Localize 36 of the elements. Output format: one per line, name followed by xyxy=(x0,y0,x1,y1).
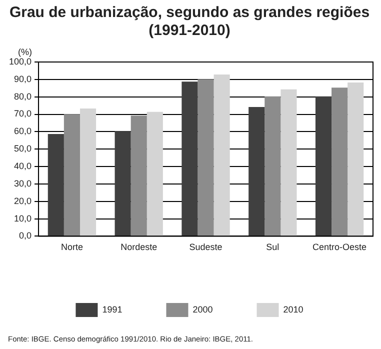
legend-label: 2000 xyxy=(192,304,213,314)
bar xyxy=(264,96,281,236)
y-tick-label: 80,0 xyxy=(14,91,32,102)
bar xyxy=(315,96,332,236)
legend-label: 1991 xyxy=(102,304,122,314)
y-axis-title: (%) xyxy=(18,46,32,57)
x-tick-label: Norte xyxy=(60,242,83,252)
bar xyxy=(48,134,64,236)
y-tick-label: 100,0 xyxy=(8,56,32,66)
bar xyxy=(332,88,348,236)
bar xyxy=(280,89,297,236)
bar xyxy=(248,106,265,236)
bar xyxy=(114,131,131,236)
y-tick-label: 70,0 xyxy=(14,108,32,119)
bar xyxy=(64,114,80,236)
bar xyxy=(146,112,163,236)
x-tick-label: Sudeste xyxy=(189,242,222,252)
x-tick-label: Sul xyxy=(266,242,280,252)
y-tick-label: 50,0 xyxy=(14,144,32,154)
bar xyxy=(182,82,198,236)
bar xyxy=(214,74,230,236)
bar xyxy=(80,108,96,236)
x-tick-label: Centro-Oeste xyxy=(312,242,367,252)
bar xyxy=(198,79,214,236)
y-tick-label: 20,0 xyxy=(14,196,32,206)
chart-title: Grau de urbanização, segundo as grandes regiões (1991-2010) xyxy=(9,4,370,40)
legend-label: 2010 xyxy=(283,304,304,314)
y-tick-label: 30,0 xyxy=(14,178,32,188)
bar xyxy=(130,116,147,236)
y-tick-label: 90,0 xyxy=(14,74,32,84)
bar xyxy=(348,82,364,236)
y-tick-label: 0,0 xyxy=(19,230,32,241)
y-tick-label: 60,0 xyxy=(14,126,32,136)
y-tick-label: 40,0 xyxy=(14,161,32,172)
y-tick-label: 10,0 xyxy=(14,213,32,224)
x-tick-label: Nordeste xyxy=(120,242,158,252)
